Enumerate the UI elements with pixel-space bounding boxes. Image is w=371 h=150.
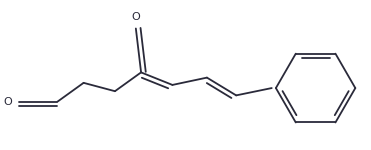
Text: O: O xyxy=(131,12,140,22)
Text: O: O xyxy=(4,97,13,107)
